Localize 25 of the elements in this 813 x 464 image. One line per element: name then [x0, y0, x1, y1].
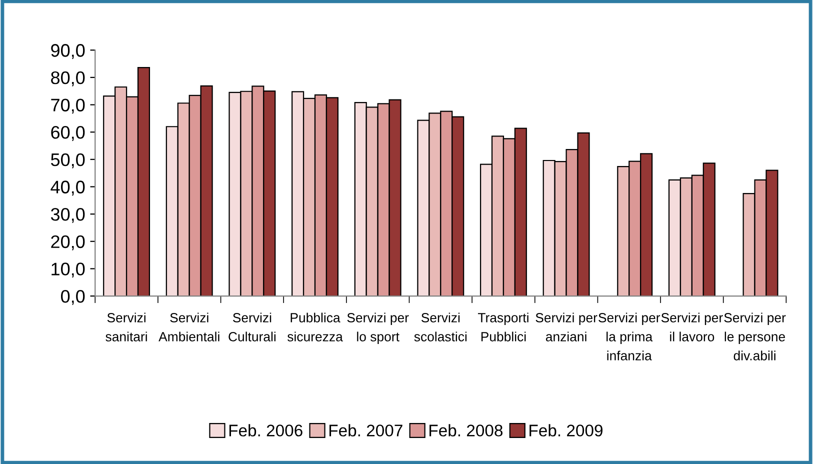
x-tick-label: Servizi per lo sport	[347, 312, 409, 344]
y-tick-label: 10,0	[52, 262, 85, 278]
x-tick-label: Servizi Ambientali	[158, 312, 220, 342]
x-tick-label: Servizi Culturali	[228, 312, 276, 342]
x-tick-label: Servizi per anziani	[536, 312, 598, 342]
x-tick-label: Servizi per il lavoro	[661, 312, 723, 342]
x-tick-label: Servizi scolastici	[414, 312, 467, 342]
y-tick-label: 50,0	[50, 153, 85, 168]
y-tick-label: 40,0	[50, 180, 85, 196]
y-tick-label: 90,0	[51, 44, 85, 59]
y-tick-label: 70,0	[51, 98, 85, 114]
y-tick-label: 80,0	[51, 71, 85, 86]
legend-label: Feb. 2009	[530, 424, 602, 436]
x-tick-label: Pubblica sicurezza	[288, 312, 343, 342]
y-tick-label: 30,0	[50, 208, 85, 223]
x-tick-label: Servizi per le persone div.abili	[724, 312, 786, 360]
y-tick-label: 60,0	[51, 126, 85, 141]
x-tick-label: Trasporti Pubblici	[478, 312, 528, 342]
legend-label: Feb. 2007	[329, 424, 402, 436]
x-tick-label: Servizi per la prima infanzia	[598, 312, 660, 360]
x-tick-label: Servizi sanitari	[106, 312, 147, 342]
legend-label: Feb. 2006	[229, 424, 302, 436]
y-tick-label: 0,0	[61, 290, 85, 305]
y-tick-label: 20,0	[51, 235, 85, 250]
legend-label: Feb. 2008	[430, 424, 502, 436]
